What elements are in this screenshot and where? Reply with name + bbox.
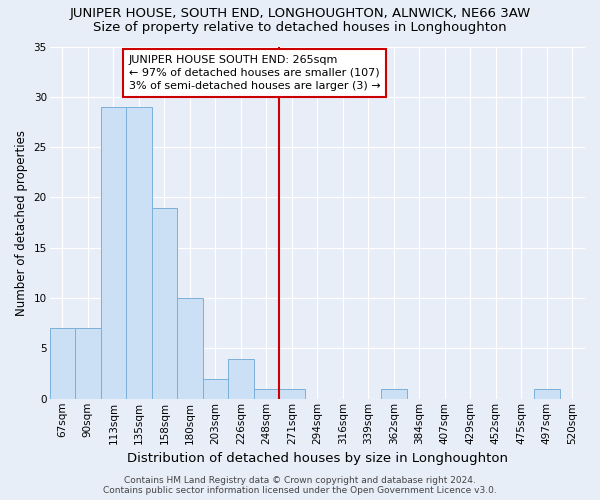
Bar bbox=[101, 107, 126, 399]
Bar bbox=[381, 388, 407, 399]
Bar bbox=[279, 388, 305, 399]
Text: Size of property relative to detached houses in Longhoughton: Size of property relative to detached ho… bbox=[93, 21, 507, 34]
Bar bbox=[203, 378, 228, 399]
Bar bbox=[50, 328, 75, 399]
Bar bbox=[254, 388, 279, 399]
Bar bbox=[177, 298, 203, 399]
Text: Contains HM Land Registry data © Crown copyright and database right 2024.
Contai: Contains HM Land Registry data © Crown c… bbox=[103, 476, 497, 495]
Bar bbox=[152, 208, 177, 399]
Bar bbox=[228, 358, 254, 399]
X-axis label: Distribution of detached houses by size in Longhoughton: Distribution of detached houses by size … bbox=[127, 452, 508, 465]
Text: JUNIPER HOUSE SOUTH END: 265sqm
← 97% of detached houses are smaller (107)
3% of: JUNIPER HOUSE SOUTH END: 265sqm ← 97% of… bbox=[128, 54, 380, 91]
Bar bbox=[126, 107, 152, 399]
Bar bbox=[534, 388, 560, 399]
Text: JUNIPER HOUSE, SOUTH END, LONGHOUGHTON, ALNWICK, NE66 3AW: JUNIPER HOUSE, SOUTH END, LONGHOUGHTON, … bbox=[70, 8, 530, 20]
Y-axis label: Number of detached properties: Number of detached properties bbox=[15, 130, 28, 316]
Bar bbox=[75, 328, 101, 399]
